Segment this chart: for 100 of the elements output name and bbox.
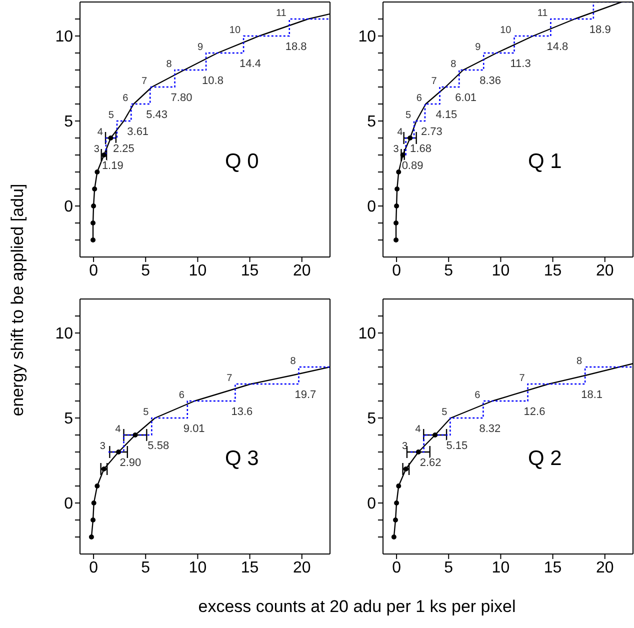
annotation: 13.6 <box>231 406 253 418</box>
y-tick-label: 5 <box>367 410 376 428</box>
x-tick-label: 20 <box>596 559 614 576</box>
point <box>90 238 96 242</box>
data-label: 6 <box>416 93 422 104</box>
x-tick-label: 15 <box>544 559 562 576</box>
point <box>132 432 138 438</box>
x-tick-label: 0 <box>89 559 98 576</box>
point <box>396 484 402 488</box>
point <box>116 450 122 454</box>
annotation: 1.19 <box>102 160 124 172</box>
data-label: 9 <box>475 42 482 53</box>
annotation: 12.6 <box>524 406 546 418</box>
annotation: Q 0 <box>225 150 259 174</box>
data-label: 8 <box>450 59 457 70</box>
annotation: 5.15 <box>446 440 468 452</box>
x-tick-label: 5 <box>141 559 150 576</box>
annotation: Q 3 <box>225 447 259 471</box>
data-label: 7 <box>519 373 526 384</box>
x-tick-label: 10 <box>188 262 207 280</box>
y-tick-label: 0 <box>367 198 376 216</box>
data-label: 4 <box>115 424 122 435</box>
annotation: 2.73 <box>420 126 442 138</box>
annotation: 10.8 <box>202 75 224 87</box>
annotation: 0.89 <box>402 160 424 172</box>
y-tick-label: 0 <box>367 496 376 513</box>
y-tick-label: 10 <box>358 28 376 46</box>
annotation: 18.8 <box>285 41 307 53</box>
y-tick-label: 0 <box>64 198 74 216</box>
data-label: 8 <box>166 59 172 70</box>
annotation: Q 1 <box>528 150 562 174</box>
point <box>393 518 398 522</box>
annotation: 8.36 <box>480 75 502 87</box>
x-tick-label: 5 <box>141 262 150 280</box>
y-tick-label: 5 <box>64 114 74 131</box>
annotation: 6.01 <box>455 92 477 104</box>
y-tick-label: 5 <box>64 410 74 428</box>
annotation: 14.8 <box>546 41 568 53</box>
annotation: 2.90 <box>120 457 142 469</box>
y-tick-label: 10 <box>358 326 376 343</box>
data-label: 8 <box>290 356 296 367</box>
data-label: 6 <box>474 390 481 401</box>
data-label: 4 <box>415 424 422 435</box>
point <box>88 534 94 540</box>
x-tick-label: 10 <box>492 262 510 280</box>
y-tick-label: 10 <box>55 28 74 46</box>
annotation: 19.7 <box>294 389 316 401</box>
x-tick-label: 15 <box>240 559 259 576</box>
data-label: 7 <box>431 76 438 87</box>
point <box>394 204 400 208</box>
x-tick-label: 15 <box>240 262 259 280</box>
point <box>91 204 96 208</box>
x-tick-label: 15 <box>544 262 562 280</box>
data-label: 10 <box>500 25 512 36</box>
point <box>92 186 98 192</box>
annotation: 4.15 <box>436 109 458 121</box>
data-label: 5 <box>405 110 412 121</box>
point <box>408 136 413 140</box>
data-label: 3 <box>100 441 106 452</box>
data-label: 7 <box>142 76 148 87</box>
point <box>91 500 96 506</box>
x-tick-label: 0 <box>392 262 402 280</box>
data-label: 5 <box>108 110 114 121</box>
y-tick-label: 5 <box>367 114 376 131</box>
annotation: 2.25 <box>112 143 134 155</box>
data-label: 11 <box>537 8 548 19</box>
x-tick-label: 10 <box>492 559 510 576</box>
annotation: 5.58 <box>148 440 170 452</box>
y-tick-label: 10 <box>55 326 74 343</box>
point <box>90 518 96 522</box>
data-label: 3 <box>94 144 100 155</box>
data-label: 5 <box>442 407 448 418</box>
data-label: 11 <box>276 8 287 19</box>
annotation: 14.4 <box>240 58 261 70</box>
x-tick-label: 20 <box>292 262 311 280</box>
annotation: 3.61 <box>127 126 149 138</box>
annotation: 9.01 <box>183 423 205 435</box>
annotation: 18.1 <box>581 389 603 401</box>
x-axis-title: excess counts at 20 adu per 1 ks per pixel <box>198 597 516 617</box>
data-label: 6 <box>122 93 129 104</box>
x-tick-label: 0 <box>392 559 402 576</box>
data-label: 8 <box>576 356 583 367</box>
y-tick-label: 0 <box>64 496 74 513</box>
point <box>90 220 96 226</box>
data-label: 10 <box>229 25 241 36</box>
x-tick-label: 0 <box>89 262 98 280</box>
x-tick-label: 10 <box>188 559 207 576</box>
x-tick-label: 20 <box>292 559 311 576</box>
data-label: 4 <box>97 127 104 138</box>
data-label: 9 <box>197 42 204 53</box>
x-tick-label: 5 <box>444 559 454 576</box>
point <box>394 220 399 226</box>
point <box>391 534 396 540</box>
data-label: 3 <box>393 144 400 155</box>
point <box>416 450 421 454</box>
point <box>394 238 399 242</box>
annotation: 8.32 <box>479 423 501 435</box>
data-label: 5 <box>143 407 150 418</box>
data-label: 3 <box>402 441 408 452</box>
annotation: 7.80 <box>170 92 192 104</box>
